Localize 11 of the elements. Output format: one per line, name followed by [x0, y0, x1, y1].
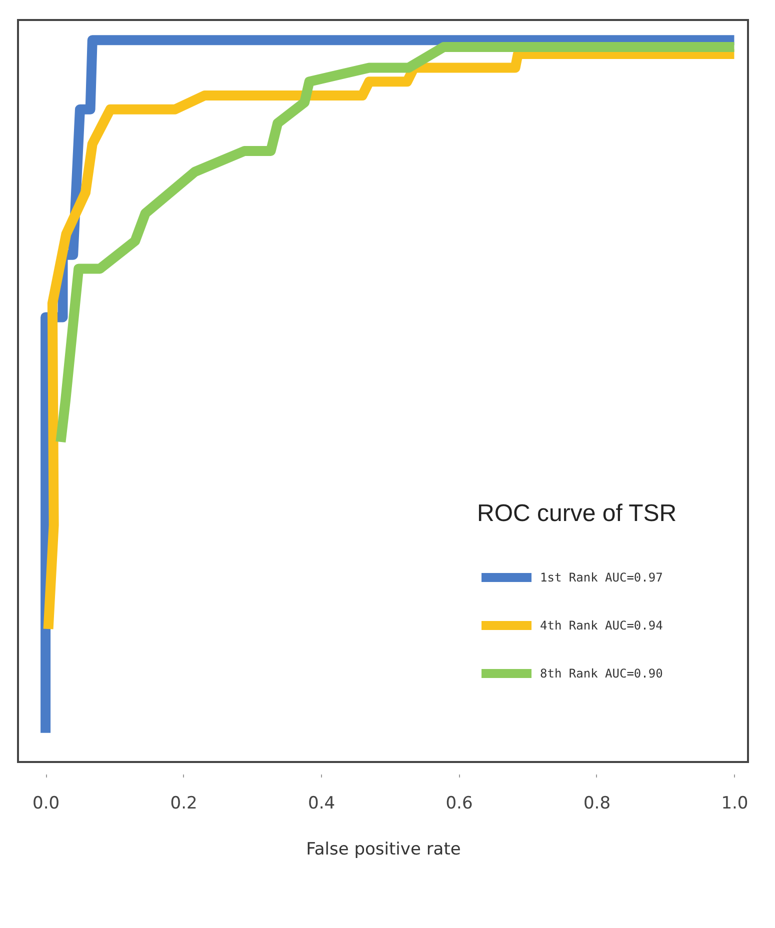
x-tick-label: 0.4 [308, 794, 336, 814]
legend-label: 4th Rank AUC=0.94 [540, 618, 663, 632]
x-axis-title: False positive rate [306, 840, 461, 860]
legend-title: ROC curve of TSR [477, 500, 677, 527]
legend-label: 1st Rank AUC=0.97 [540, 570, 663, 584]
x-tick-label: 0.2 [170, 794, 198, 814]
legend-label: 8th Rank AUC=0.90 [540, 666, 663, 680]
x-tick-label: 0.6 [446, 794, 473, 814]
x-tick-label: 1.0 [721, 794, 748, 814]
x-tick-label: 0.0 [32, 794, 60, 814]
x-tick-label: 0.8 [583, 794, 611, 814]
